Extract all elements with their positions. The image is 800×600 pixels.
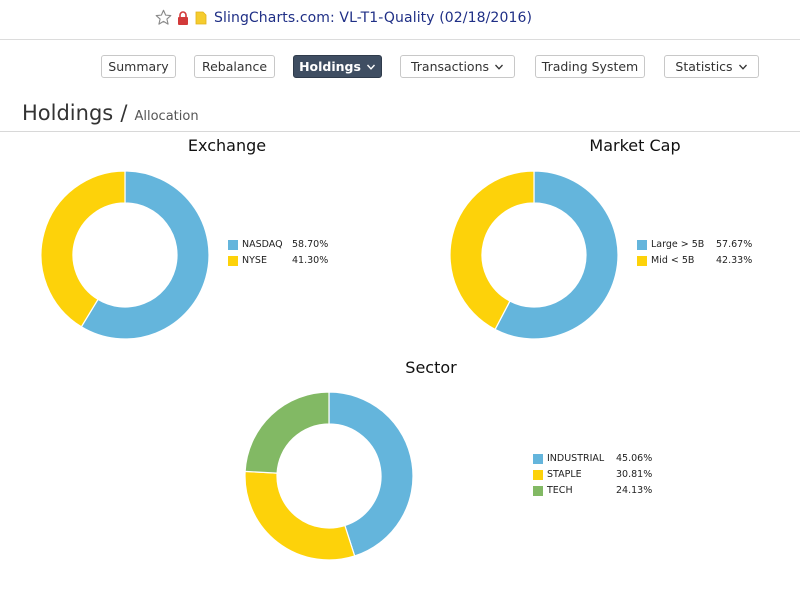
exchange-legend: NASDAQ 58.70% NYSE 41.30% [228, 239, 338, 271]
chart-title-exchange: Exchange [187, 136, 267, 155]
nav-holdings-button[interactable]: Holdings [293, 55, 382, 78]
legend-label: STAPLE [547, 469, 582, 480]
donut-slice-large-5b[interactable] [494, 170, 619, 340]
legend-item-industrial[interactable]: INDUSTRIAL 45.06% [533, 453, 663, 465]
sector-legend: INDUSTRIAL 45.06% STAPLE 30.81% TECH 24.13% [533, 453, 663, 501]
donut-slice-nyse[interactable] [40, 170, 126, 328]
legend-value: 30.81% [616, 469, 653, 480]
lock-icon [178, 11, 188, 25]
donut-slice-mid-5b[interactable] [449, 170, 535, 331]
legend-label: Mid < 5B [651, 255, 695, 266]
page-note-icon [195, 11, 207, 25]
page-subtitle: Allocation [134, 109, 199, 124]
donut-slice-tech[interactable] [244, 391, 330, 474]
nav-trading-system-label: Trading System [541, 59, 639, 74]
legend-swatch [637, 256, 647, 266]
window-title: SlingCharts.com: VL-T1-Quality (02/18/20… [214, 10, 533, 26]
nav-rebalance-button[interactable]: Rebalance [194, 55, 275, 78]
legend-swatch [533, 454, 543, 464]
legend-value: 42.33% [716, 255, 753, 266]
chevron-down-icon [366, 64, 375, 70]
legend-swatch [228, 256, 238, 266]
legend-item-tech[interactable]: TECH 24.13% [533, 485, 663, 497]
nav-statistics-button[interactable]: Statistics [664, 55, 759, 78]
nav-trading-system-button[interactable]: Trading System [535, 55, 645, 78]
nav-rebalance-label: Rebalance [201, 59, 268, 74]
legend-value: 24.13% [616, 485, 653, 496]
donut-slice-staple[interactable] [244, 470, 356, 561]
legend-label: TECH [547, 485, 573, 496]
nav-holdings-label: Holdings [299, 59, 361, 74]
breadcrumb-separator: / [120, 101, 128, 125]
exchange-donut-chart [40, 170, 210, 340]
legend-item-mid-5b[interactable]: Mid < 5B 42.33% [637, 255, 757, 267]
donut-slice-nasdaq[interactable] [80, 170, 210, 340]
legend-item-staple[interactable]: STAPLE 30.81% [533, 469, 663, 481]
legend-item-large-5b[interactable]: Large > 5B 57.67% [637, 239, 757, 251]
legend-value: 58.70% [292, 239, 329, 250]
legend-swatch [637, 240, 647, 250]
legend-label: INDUSTRIAL [547, 453, 605, 464]
nav-transactions-button[interactable]: Transactions [400, 55, 515, 78]
legend-swatch [228, 240, 238, 250]
legend-value: 57.67% [716, 239, 753, 250]
chart-title-market-cap: Market Cap [589, 136, 681, 155]
main-nav: Summary Rebalance Holdings Transactions … [0, 55, 800, 79]
legend-swatch [533, 486, 543, 496]
legend-label: NYSE [242, 255, 267, 266]
legend-label: NASDAQ [242, 239, 283, 250]
nav-summary-label: Summary [108, 59, 169, 74]
address-bar: SlingCharts.com: VL-T1-Quality (02/18/20… [0, 0, 800, 40]
legend-swatch [533, 470, 543, 480]
chevron-down-icon [495, 64, 503, 70]
nav-summary-button[interactable]: Summary [101, 55, 176, 78]
nav-statistics-label: Statistics [675, 59, 733, 74]
legend-item-nasdaq[interactable]: NASDAQ 58.70% [228, 239, 338, 251]
chart-title-sector: Sector [405, 358, 457, 377]
chevron-down-icon [738, 64, 747, 70]
nav-transactions-label: Transactions [410, 59, 490, 74]
sector-donut-chart [244, 391, 414, 561]
legend-value: 41.30% [292, 255, 329, 266]
page-title-main: Holdings [22, 101, 114, 125]
legend-value: 45.06% [616, 453, 653, 464]
bookmark-star-icon[interactable] [155, 9, 172, 26]
legend-item-nyse[interactable]: NYSE 41.30% [228, 255, 338, 267]
market-cap-donut-chart [449, 170, 619, 340]
heading-divider [0, 131, 800, 132]
market-cap-legend: Large > 5B 57.67% Mid < 5B 42.33% [637, 239, 757, 271]
page-title: Holdings / Allocation [22, 101, 199, 125]
legend-label: Large > 5B [651, 239, 705, 250]
donut-slice-industrial[interactable] [328, 391, 414, 557]
